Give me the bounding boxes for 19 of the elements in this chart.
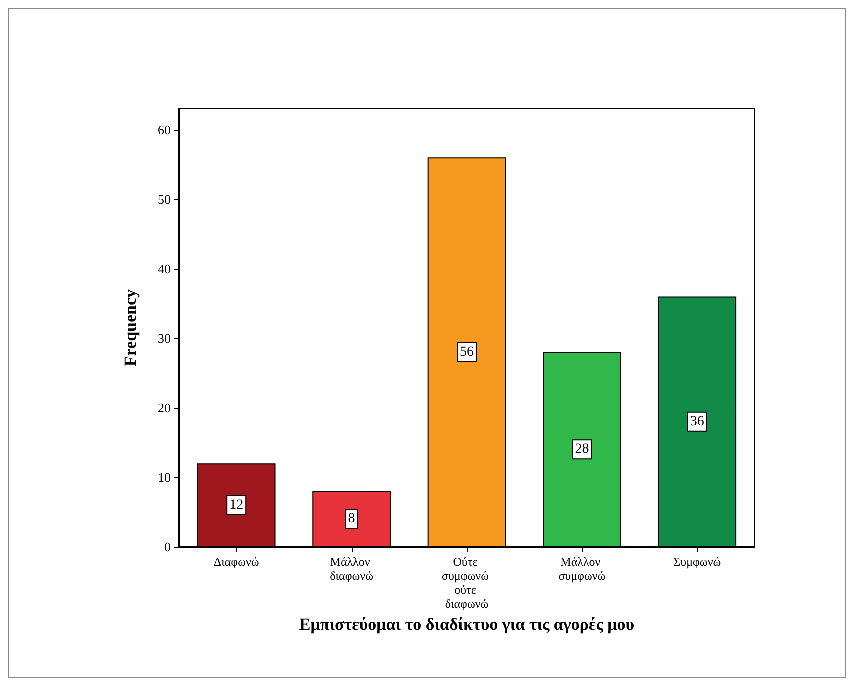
data-label: 12 <box>230 498 244 513</box>
data-label: 36 <box>690 414 704 430</box>
y-tick-label: 20 <box>158 400 171 416</box>
y-tick-label: 50 <box>158 192 171 207</box>
y-axis-title: Frequency <box>121 288 140 367</box>
x-tick-label: Μάλλον διαφωνώ <box>330 555 374 583</box>
y-tick-label: 30 <box>158 330 171 346</box>
y-tick-label: 60 <box>158 122 171 138</box>
data-label: 8 <box>348 512 356 527</box>
x-tick-label: Ούτε συμφωνώ ούτε διαφωνώ <box>442 555 492 611</box>
data-label: 28 <box>575 442 590 458</box>
y-tick-label: 10 <box>158 470 171 485</box>
x-tick-label: Συμφωνώ <box>674 555 722 569</box>
data-label: 56 <box>460 344 474 360</box>
x-tick-label: Διαφωνώ <box>214 555 260 569</box>
x-tick-label: Μάλλον συμφωνώ <box>558 555 606 583</box>
y-tick-label: 40 <box>158 261 171 276</box>
y-tick-label: 0 <box>164 540 171 554</box>
x-axis-title: Εμπιστεύομαι το διαδίκτυο για τις αγορές μου <box>299 614 635 634</box>
